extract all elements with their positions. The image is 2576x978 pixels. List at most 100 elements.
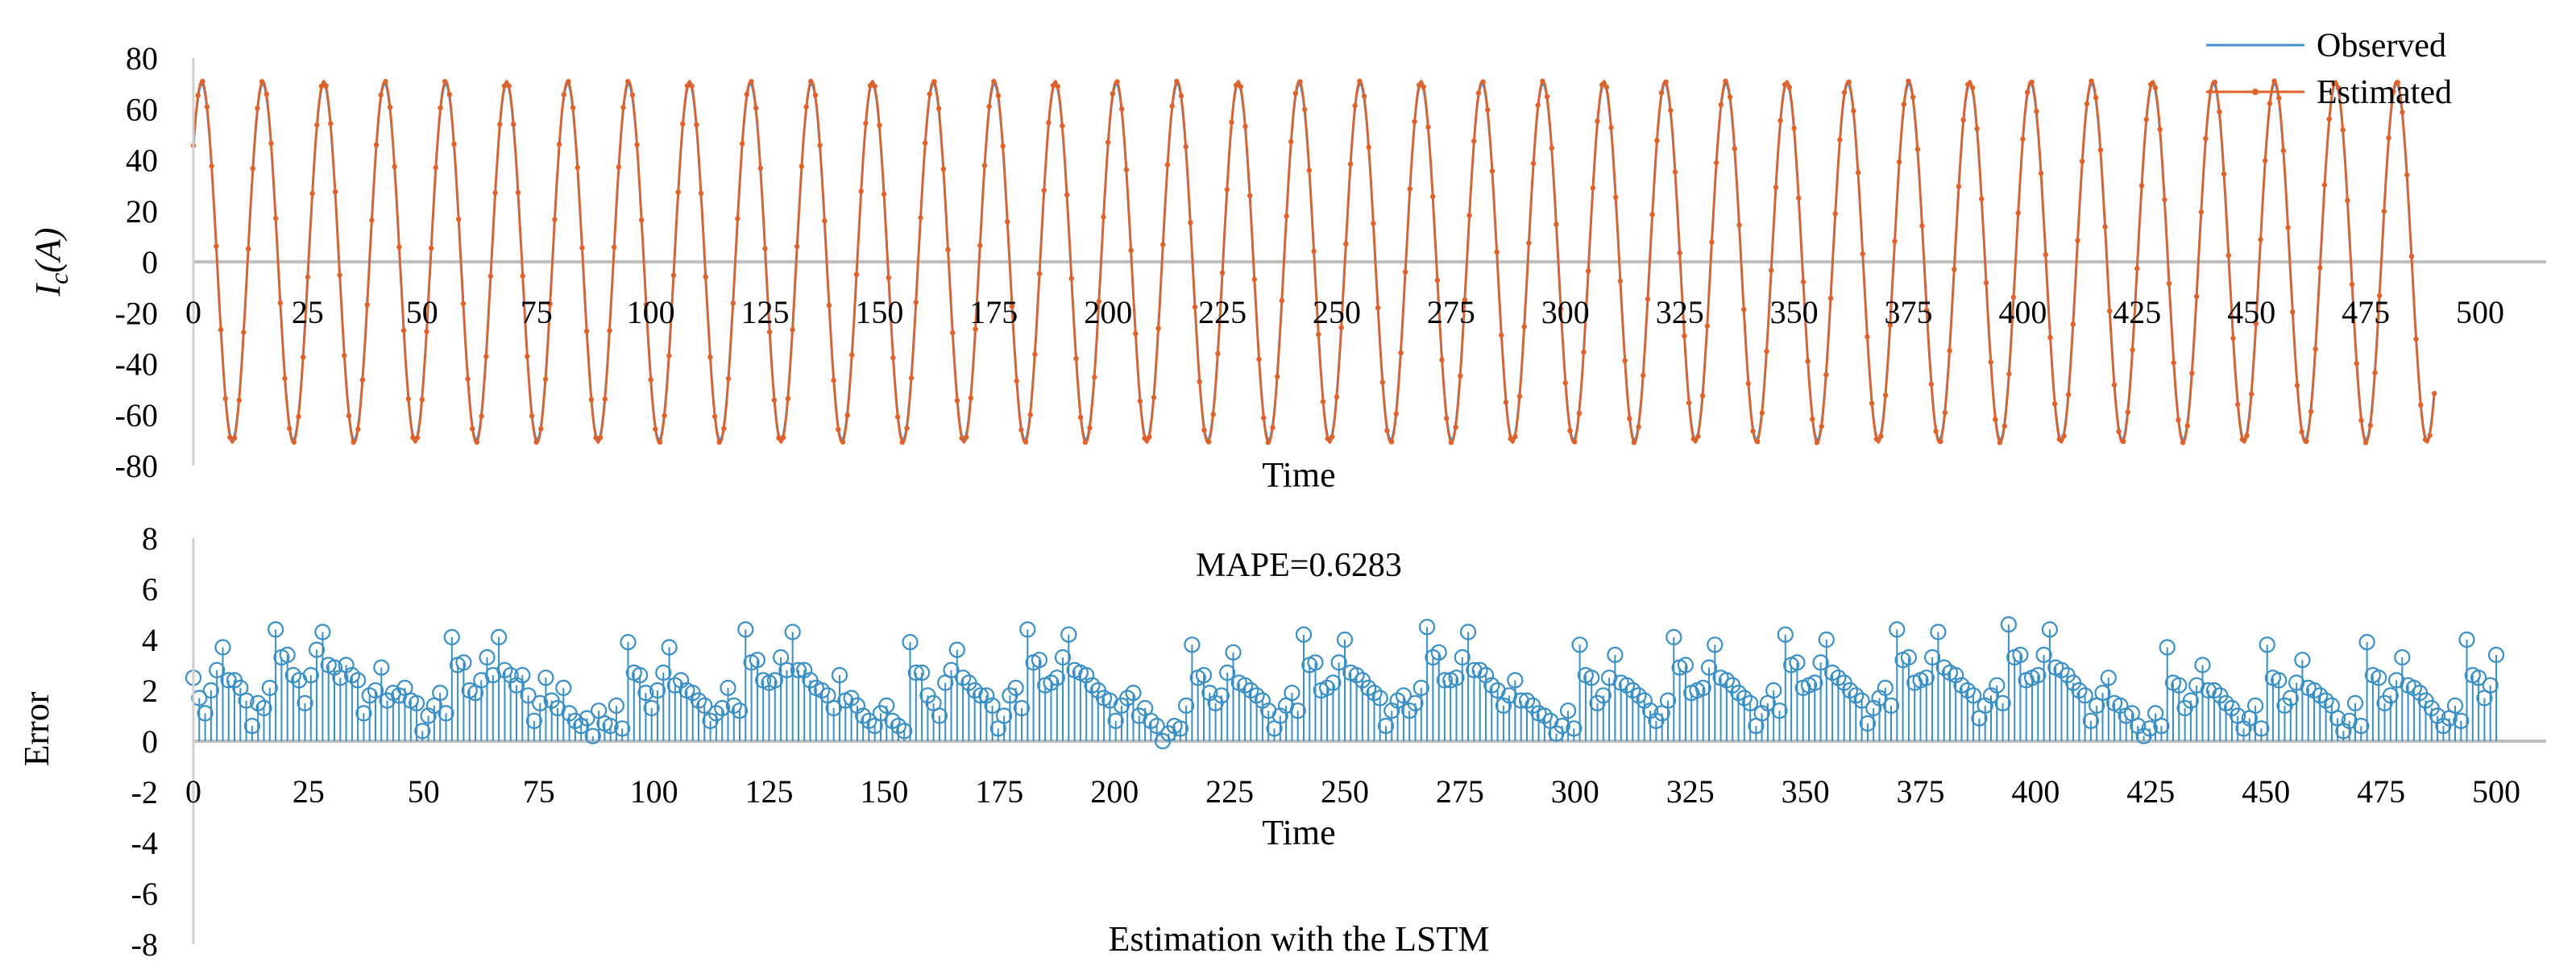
error-marker: [2247, 697, 2264, 715]
error-marker: [1924, 649, 1941, 666]
estimated-point: [1997, 440, 2003, 445]
error-marker: [984, 697, 1001, 715]
error-marker: [2259, 636, 2275, 653]
error-marker: [361, 687, 378, 704]
estimated-point: [1388, 439, 1395, 445]
estimated-point: [2321, 182, 2328, 188]
estimated-point: [2130, 347, 2135, 353]
estimated-point: [1668, 107, 1674, 114]
error-marker: [907, 664, 924, 682]
estimated-point: [1183, 143, 1188, 150]
error-marker: [496, 661, 513, 678]
error-marker: [2305, 682, 2323, 699]
error-marker: [1900, 649, 1917, 666]
bottom-x-tick-label: 300: [1551, 773, 1599, 810]
estimated-point: [314, 122, 320, 128]
estimated-point: [757, 165, 763, 171]
top-x-tick-label: 475: [2342, 294, 2390, 330]
error-marker: [1084, 677, 1101, 694]
estimated-point: [1425, 124, 1431, 130]
error-marker: [2394, 649, 2411, 666]
estimated-point: [711, 413, 718, 420]
error-marker: [690, 692, 707, 709]
estimated-point: [1709, 239, 1715, 245]
error-marker: [1143, 712, 1159, 729]
error-marker: [1777, 626, 1794, 643]
error-marker: [220, 672, 237, 689]
estimated-point: [2372, 370, 2378, 375]
error-marker: [1418, 619, 1436, 636]
estimated-point: [1608, 125, 1614, 131]
estimated-point: [2024, 89, 2031, 95]
error-marker: [490, 628, 508, 646]
error-marker: [2405, 679, 2422, 697]
estimated-point: [1393, 411, 1400, 416]
error-marker: [2082, 712, 2099, 729]
estimated-point: [1164, 162, 1171, 168]
estimated-point: [1786, 85, 1793, 90]
error-marker: [831, 666, 848, 684]
estimated-point: [1906, 78, 1911, 84]
estimated-point: [753, 106, 759, 111]
estimated-point: [2413, 336, 2419, 342]
error-marker: [913, 664, 931, 682]
top-x-tick-label: 125: [741, 294, 790, 330]
estimated-point: [940, 166, 947, 172]
estimated-point: [675, 189, 681, 195]
estimated-point: [2345, 197, 2350, 204]
estimated-point: [1658, 89, 1665, 96]
error-marker: [373, 659, 390, 676]
top-x-tick-label: 450: [2227, 294, 2275, 330]
error-marker: [2453, 712, 2470, 729]
estimated-point: [612, 244, 617, 251]
estimated-point: [2239, 437, 2245, 442]
estimated-point: [2080, 158, 2085, 164]
estimated-point: [1887, 322, 1893, 328]
estimated-point: [1526, 240, 1532, 246]
estimated-point: [1018, 427, 1024, 433]
error-marker: [2094, 684, 2111, 702]
top-y-tick-label: 0: [142, 244, 158, 280]
error-marker: [1043, 674, 1060, 691]
top-x-tick-label: 425: [2113, 294, 2161, 330]
top-x-tick-label: 100: [627, 294, 675, 330]
estimated-point: [259, 79, 265, 85]
estimated-point: [2381, 209, 2387, 214]
error-marker: [1213, 687, 1230, 704]
error-marker: [2182, 692, 2199, 709]
estimated-point: [218, 327, 224, 333]
estimated-point: [1530, 160, 1537, 166]
estimated-point: [2304, 438, 2309, 444]
estimated-point: [2006, 371, 2012, 377]
estimated-point: [1430, 193, 1436, 200]
top-y-axis-title: Ic(A): [28, 227, 73, 296]
estimated-point: [273, 215, 279, 222]
estimated-point: [1114, 79, 1120, 85]
estimated-point: [337, 272, 342, 278]
estimated-point: [282, 375, 288, 381]
estimated-point: [387, 104, 393, 110]
estimated-point: [1603, 85, 1610, 90]
error-marker: [1184, 636, 1201, 653]
error-marker: [778, 661, 795, 678]
error-marker: [649, 682, 666, 699]
estimated-point: [1499, 332, 1504, 338]
estimated-point: [739, 141, 745, 147]
error-marker: [314, 624, 331, 640]
error-marker: [1566, 720, 1583, 737]
estimated-point: [1993, 416, 1998, 422]
bottom-x-tick-label: 0: [185, 773, 201, 810]
estimated-point: [2280, 147, 2287, 154]
estimated-point: [616, 164, 622, 170]
error-marker: [608, 697, 625, 715]
estimated-point: [817, 143, 823, 148]
estimated-point: [2422, 437, 2429, 442]
estimated-point: [373, 142, 380, 148]
bottom-y-axis-title: Error: [17, 691, 56, 766]
estimated-point: [2326, 116, 2332, 122]
error-marker: [825, 699, 842, 717]
estimated-point: [1453, 425, 1458, 430]
estimated-point: [1306, 168, 1313, 173]
estimated-point: [1197, 379, 1202, 384]
error-marker: [731, 702, 749, 719]
